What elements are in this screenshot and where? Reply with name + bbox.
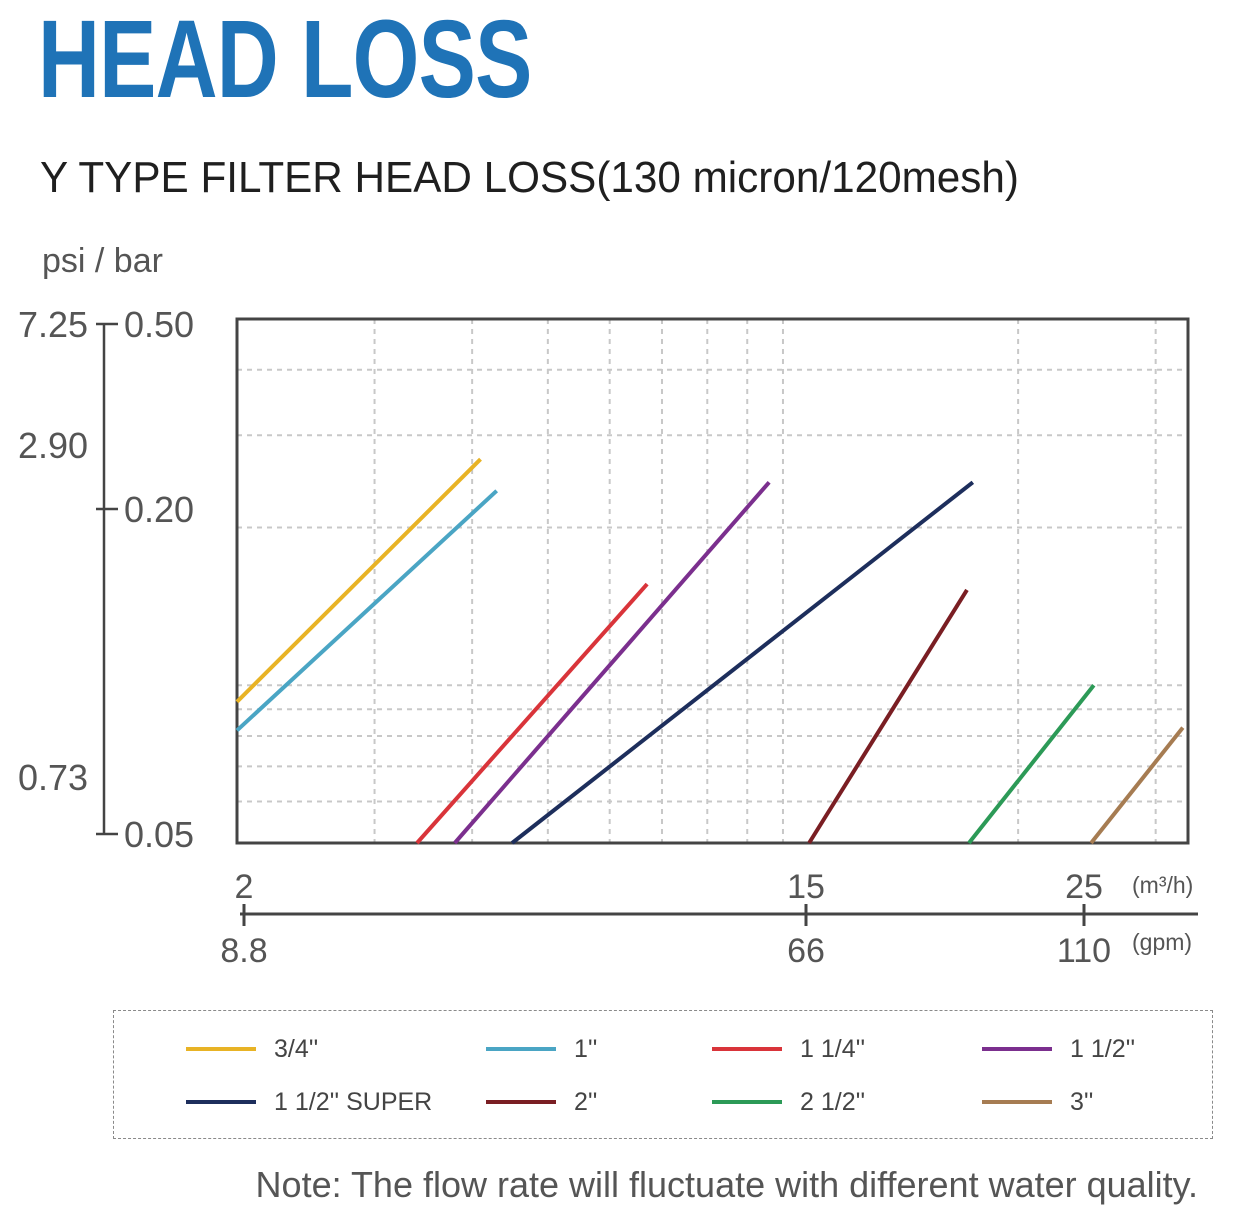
legend-swatch — [486, 1047, 556, 1051]
y-tick-label-psi: 0.73 — [18, 757, 88, 798]
legend-item: 2'' — [486, 1087, 597, 1117]
x-unit-gpm: (gpm) — [1132, 929, 1192, 955]
series-line — [967, 684, 1096, 845]
legend-swatch — [982, 1100, 1052, 1104]
page-title: HEAD LOSS — [38, 0, 532, 121]
legend-item: 1 1/2'' SUPER — [186, 1087, 432, 1117]
plot-frame — [235, 317, 1190, 845]
legend-label: 2 1/2'' — [800, 1087, 866, 1116]
y-tick-label-psi: 7.25 — [18, 304, 88, 345]
y-tick-label-bar: 0.50 — [124, 304, 194, 345]
legend-swatch — [186, 1100, 256, 1104]
grid-lines — [237, 319, 1188, 843]
x-tick-label-m3h: 2 — [235, 868, 254, 906]
legend: 3/4'' 1'' 1 1/4'' 1 1/2'' 1 1/2'' SUPER 2'' 2 … — [113, 1010, 1213, 1139]
series-line — [415, 582, 649, 845]
legend-swatch — [712, 1100, 782, 1104]
legend-item: 1 1/4'' — [712, 1034, 865, 1064]
legend-label: 3'' — [1070, 1087, 1094, 1116]
series-line — [235, 457, 482, 704]
series-line — [510, 480, 975, 845]
y-tick-label-bar: 0.20 — [124, 489, 194, 530]
series-lines — [235, 457, 1185, 845]
x-tick-label-gpm: 110 — [1057, 932, 1111, 970]
x-tick-label-gpm: 8.8 — [220, 932, 267, 970]
head-loss-chart: psi / bar 0.50 0.20 0.05 7.25 2.90 0.73 2 8.8 15 6… — [18, 242, 1198, 970]
legend-item: 1 1/2'' — [982, 1034, 1135, 1064]
legend-label: 2'' — [574, 1087, 598, 1116]
legend-swatch — [486, 1100, 556, 1104]
x-tick-label-m3h: 25 — [1065, 868, 1103, 906]
x-tick-label-m3h: 15 — [787, 868, 825, 906]
y-axis-label: psi / bar — [42, 242, 163, 280]
legend-label: 3/4'' — [274, 1034, 319, 1063]
legend-item: 3'' — [982, 1087, 1093, 1117]
series-line — [235, 489, 499, 732]
legend-item: 3/4'' — [186, 1034, 318, 1064]
legend-label: 1'' — [574, 1034, 598, 1063]
series-line — [453, 480, 771, 845]
series-line — [807, 588, 969, 845]
legend-label: 1 1/4'' — [800, 1034, 866, 1063]
legend-swatch — [712, 1047, 782, 1051]
plot-border — [235, 317, 1190, 845]
x-unit-m3h: (m³/h) — [1132, 872, 1193, 898]
legend-label: 1 1/2'' — [1070, 1034, 1136, 1063]
legend-swatch — [186, 1047, 256, 1051]
y-tick-label-psi: 2.90 — [18, 425, 88, 466]
legend-item: 2 1/2'' — [712, 1087, 865, 1117]
y-tick-label-bar: 0.05 — [124, 814, 194, 855]
legend-label: 1 1/2'' SUPER — [274, 1087, 433, 1116]
axes: psi / bar 0.50 0.20 0.05 7.25 2.90 0.73 2 8.8 15 6… — [18, 242, 1198, 970]
x-tick-label-gpm: 66 — [787, 932, 825, 970]
chart-title: Y TYPE FILTER HEAD LOSS(130 micron/120me… — [40, 153, 1019, 202]
legend-item: 1'' — [486, 1034, 597, 1064]
legend-swatch — [982, 1047, 1052, 1051]
footnote: Note: The flow rate will fluctuate with … — [255, 1164, 1198, 1205]
series-line — [1089, 726, 1185, 845]
